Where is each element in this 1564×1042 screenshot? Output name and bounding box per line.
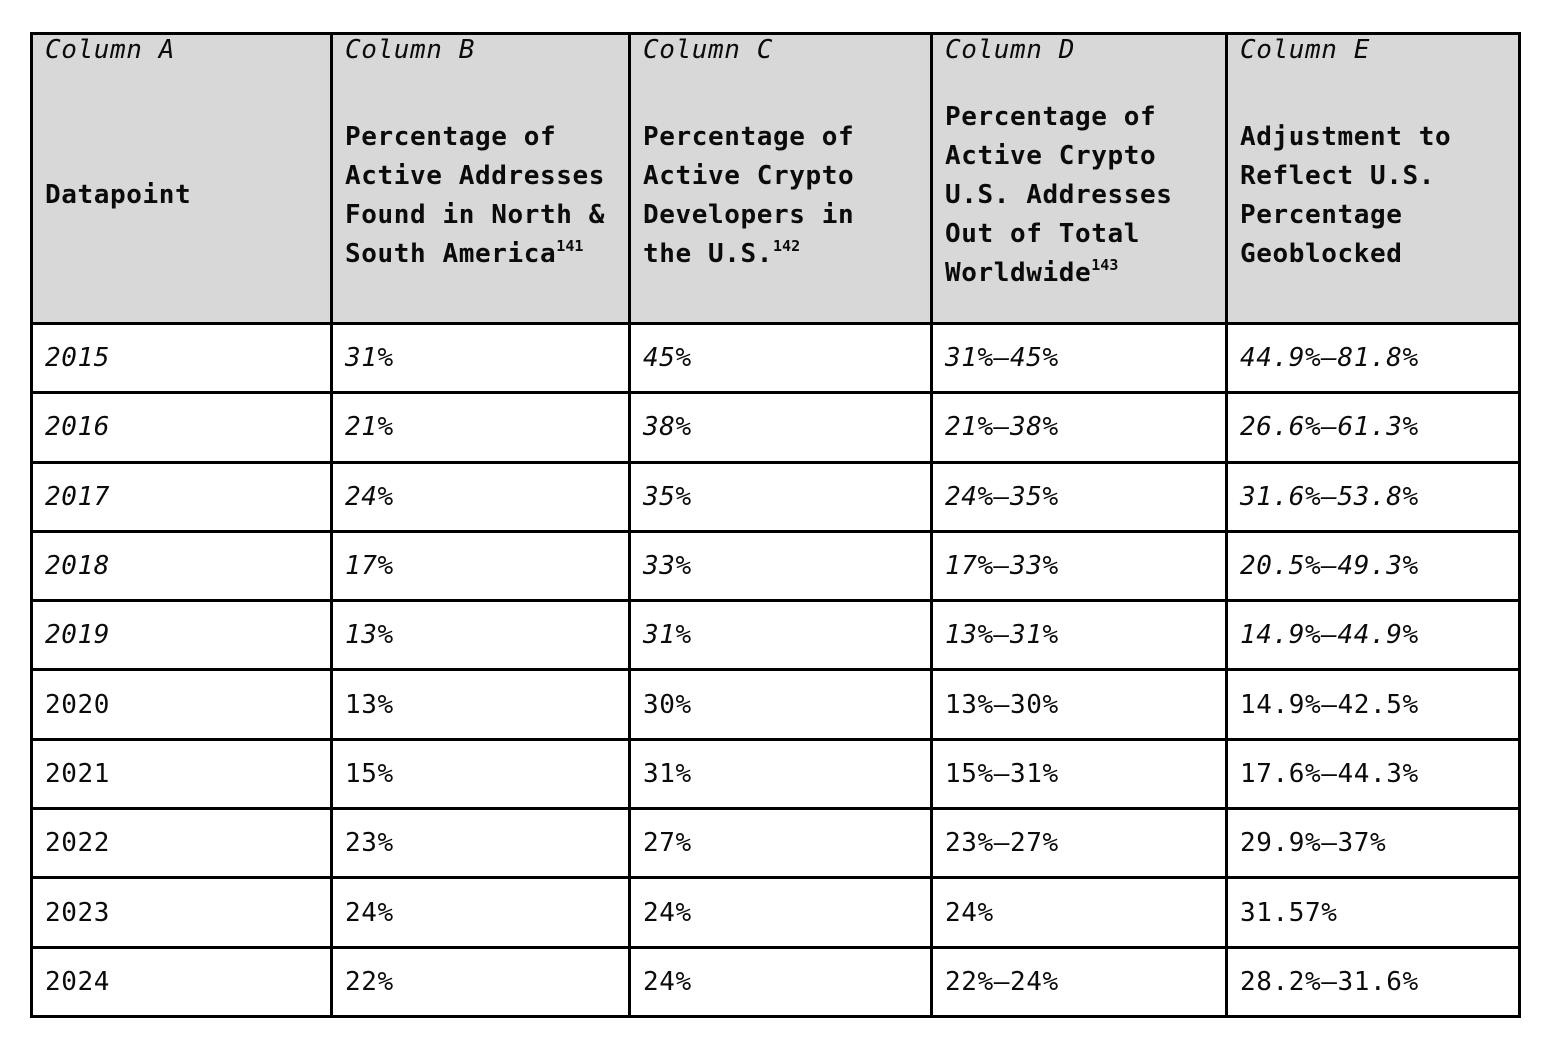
footnote-142: 142 <box>773 236 801 255</box>
column-b-header: Column B Percentage of Active Addresses … <box>330 32 631 325</box>
col-e-cell: 31.57% <box>1225 876 1521 949</box>
col-d-cell: 22%–24% <box>930 945 1228 1019</box>
col-d-cell: 31%–45% <box>930 321 1228 395</box>
year-cell: 2023 <box>30 876 333 949</box>
column-c-header: Column C Percentage of Active Crypto Dev… <box>628 32 933 325</box>
year-cell: 2015 <box>30 321 333 395</box>
table-row-2022: 2022 23% 27% 23%–27% 29.9%–37% <box>30 807 1521 880</box>
col-c-cell: 27% <box>628 807 933 880</box>
table-header: Column A Datapoint Column B Percentage o… <box>30 32 1521 325</box>
col-b-cell: 23% <box>330 807 631 880</box>
col-e-cell: 44.9%–81.8% <box>1225 321 1521 395</box>
col-c-cell: 30% <box>628 668 933 741</box>
col-c-cell: 45% <box>628 321 933 395</box>
col-e-cell: 17.6%–44.3% <box>1225 737 1521 811</box>
col-c-cell: 24% <box>628 876 933 949</box>
col-d-cell: 24% <box>930 876 1228 949</box>
table-row-2016: 2016 21% 38% 21%–38% 26.6%–61.3% <box>30 391 1521 464</box>
col-d-cell: 23%–27% <box>930 807 1228 880</box>
col-c-cell: 24% <box>628 945 933 1019</box>
col-c-cell: 33% <box>628 529 933 603</box>
col-b-cell: 15% <box>330 737 631 811</box>
table-row-2017: 2017 24% 35% 24%–35% 31.6%–53.8% <box>30 460 1521 533</box>
column-b-title: Percentage of Active Addresses Found in … <box>345 121 606 269</box>
column-e-title: Adjustment to Reflect U.S. Percentage Ge… <box>1240 121 1452 269</box>
data-table: Column A Datapoint Column B Percentage o… <box>30 32 1521 1019</box>
year-cell: 2021 <box>30 737 333 811</box>
col-b-cell: 17% <box>330 529 631 603</box>
table-row-2021: 2021 15% 31% 15%–31% 17.6%–44.3% <box>30 737 1521 811</box>
year-cell: 2020 <box>30 668 333 741</box>
col-b-cell: 22% <box>330 945 631 1019</box>
table-row-2018: 2018 17% 33% 17%–33% 20.5%–49.3% <box>30 529 1521 603</box>
col-e-cell: 31.6%–53.8% <box>1225 460 1521 533</box>
column-e-label: Column E <box>1240 35 1371 66</box>
table-row-2019: 2019 13% 31% 13%–31% 14.9%–44.9% <box>30 599 1521 672</box>
col-e-cell: 14.9%–44.9% <box>1225 599 1521 672</box>
column-d-title: Percentage of Active Crypto U.S. Address… <box>945 102 1173 288</box>
col-e-cell: 14.9%–42.5% <box>1225 668 1521 741</box>
column-d-header: Column D Percentage of Active Crypto U.S… <box>930 32 1228 325</box>
table-row-2015: 2015 31% 45% 31%–45% 44.9%–81.8% <box>30 321 1521 395</box>
column-d-label: Column D <box>945 35 1076 66</box>
table-row-2024: 2024 22% 24% 22%–24% 28.2%–31.6% <box>30 945 1521 1019</box>
col-e-cell: 29.9%–37% <box>1225 807 1521 880</box>
col-e-cell: 26.6%–61.3% <box>1225 391 1521 464</box>
col-e-cell: 28.2%–31.6% <box>1225 945 1521 1019</box>
table-row-2020: 2020 13% 30% 13%–30% 14.9%–42.5% <box>30 668 1521 741</box>
col-e-cell: 20.5%–49.3% <box>1225 529 1521 603</box>
col-d-cell: 21%–38% <box>930 391 1228 464</box>
col-b-cell: 21% <box>330 391 631 464</box>
col-c-cell: 38% <box>628 391 933 464</box>
year-cell: 2019 <box>30 599 333 672</box>
column-b-label: Column B <box>345 35 476 66</box>
year-cell: 2018 <box>30 529 333 603</box>
column-a-header: Column A Datapoint <box>30 32 333 325</box>
col-b-cell: 31% <box>330 321 631 395</box>
col-d-cell: 17%–33% <box>930 529 1228 603</box>
header-row: Column A Datapoint Column B Percentage o… <box>30 32 1521 325</box>
col-c-cell: 35% <box>628 460 933 533</box>
col-c-cell: 31% <box>628 599 933 672</box>
col-d-cell: 13%–31% <box>930 599 1228 672</box>
year-cell: 2016 <box>30 391 333 464</box>
col-b-cell: 13% <box>330 668 631 741</box>
col-d-cell: 15%–31% <box>930 737 1228 811</box>
col-b-cell: 24% <box>330 876 631 949</box>
year-cell: 2017 <box>30 460 333 533</box>
year-cell: 2024 <box>30 945 333 1019</box>
col-c-cell: 31% <box>628 737 933 811</box>
footnote-141: 141 <box>556 236 584 255</box>
column-e-header: Column E Adjustment to Reflect U.S. Perc… <box>1225 32 1521 325</box>
table-row-2023: 2023 24% 24% 24% 31.57% <box>30 876 1521 949</box>
column-a-label: Column A <box>45 35 176 66</box>
column-c-label: Column C <box>643 35 774 66</box>
col-b-cell: 13% <box>330 599 631 672</box>
year-cell: 2022 <box>30 807 333 880</box>
column-c-title: Percentage of Active Crypto Developers i… <box>643 121 855 269</box>
col-d-cell: 24%–35% <box>930 460 1228 533</box>
footnote-143: 143 <box>1091 256 1119 275</box>
column-a-title: Datapoint <box>45 180 192 210</box>
col-d-cell: 13%–30% <box>930 668 1228 741</box>
table-body: 2015 31% 45% 31%–45% 44.9%–81.8% 2016 21… <box>30 321 1521 1019</box>
col-b-cell: 24% <box>330 460 631 533</box>
